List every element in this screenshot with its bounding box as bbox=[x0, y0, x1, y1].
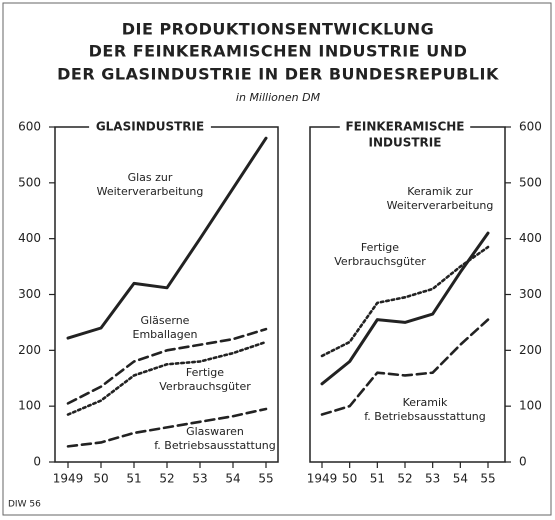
y-tick-label: 600 bbox=[18, 120, 41, 134]
y-tick-label: 100 bbox=[519, 399, 542, 413]
series-line bbox=[66, 327, 268, 405]
y-tick-label: 0 bbox=[33, 455, 41, 469]
series-line bbox=[320, 231, 490, 386]
series-label: Glas zur bbox=[128, 171, 173, 184]
title-line: DIE PRODUKTIONSENTWICKLUNG bbox=[122, 20, 435, 39]
series-line bbox=[320, 318, 490, 416]
x-tick-label: 53 bbox=[192, 472, 207, 486]
x-tick-label: 53 bbox=[425, 472, 440, 486]
subtitle: in Millionen DM bbox=[236, 91, 321, 104]
x-tick-label: 1949 bbox=[307, 472, 338, 486]
series-line bbox=[66, 340, 268, 416]
y-tick-label: 500 bbox=[18, 175, 41, 189]
series-label: Weiterverarbeitung bbox=[97, 185, 204, 198]
series-label: Gläserne bbox=[141, 314, 190, 327]
y-tick-label: 300 bbox=[519, 287, 542, 301]
y-tick-label: 200 bbox=[519, 343, 542, 357]
series-label: Verbrauchsgüter bbox=[334, 255, 426, 268]
series-label: Glaswaren bbox=[186, 425, 244, 438]
x-tick-label: 51 bbox=[370, 472, 385, 486]
series-line bbox=[66, 136, 268, 340]
panel-title-bg bbox=[89, 118, 211, 137]
panel-title: FEINKERAMISCHE bbox=[345, 120, 464, 134]
series-label: Fertige bbox=[361, 241, 399, 254]
y-tick-label: 100 bbox=[18, 399, 41, 413]
x-tick-label: 1949 bbox=[53, 472, 84, 486]
y-tick-label: 500 bbox=[519, 175, 542, 189]
source: DIW 56 bbox=[8, 500, 41, 510]
panel-title: GLASINDUSTRIE bbox=[96, 120, 204, 134]
y-tick-label: 300 bbox=[18, 287, 41, 301]
x-tick-label: 52 bbox=[159, 472, 174, 486]
series-label: f. Betriebsausstattung bbox=[154, 439, 276, 452]
frame bbox=[2, 2, 552, 516]
y-tick-label: 400 bbox=[18, 231, 41, 245]
series-line bbox=[320, 245, 490, 358]
series-line bbox=[66, 407, 268, 448]
series-label: Emballagen bbox=[133, 328, 198, 341]
series-label: Fertige bbox=[186, 366, 224, 379]
panel-title-bg bbox=[339, 118, 471, 154]
y-tick-label: 400 bbox=[519, 231, 542, 245]
y-tick-label: 0 bbox=[519, 455, 527, 469]
title-line: DER GLASINDUSTRIE IN DER BUNDESREPUBLIK bbox=[57, 65, 499, 84]
x-tick-label: 55 bbox=[258, 472, 273, 486]
series-label: Verbrauchsgüter bbox=[159, 380, 251, 393]
title-line: DER FEINKERAMISCHEN INDUSTRIE UND bbox=[89, 42, 468, 61]
x-tick-label: 55 bbox=[480, 472, 495, 486]
x-tick-label: 51 bbox=[126, 472, 141, 486]
series-label: f. Betriebsausstattung bbox=[364, 410, 486, 423]
x-tick-label: 50 bbox=[342, 472, 357, 486]
y-tick-label: 600 bbox=[519, 120, 542, 134]
x-tick-label: 54 bbox=[453, 472, 468, 486]
panel-title: INDUSTRIE bbox=[369, 136, 442, 150]
series-label: Weiterverarbeitung bbox=[387, 199, 494, 212]
x-tick-label: 54 bbox=[225, 472, 240, 486]
x-tick-label: 52 bbox=[397, 472, 412, 486]
y-tick-label: 200 bbox=[18, 343, 41, 357]
series-label: Keramik bbox=[403, 396, 448, 409]
x-tick-label: 50 bbox=[93, 472, 108, 486]
series-label: Keramik zur bbox=[407, 185, 473, 198]
